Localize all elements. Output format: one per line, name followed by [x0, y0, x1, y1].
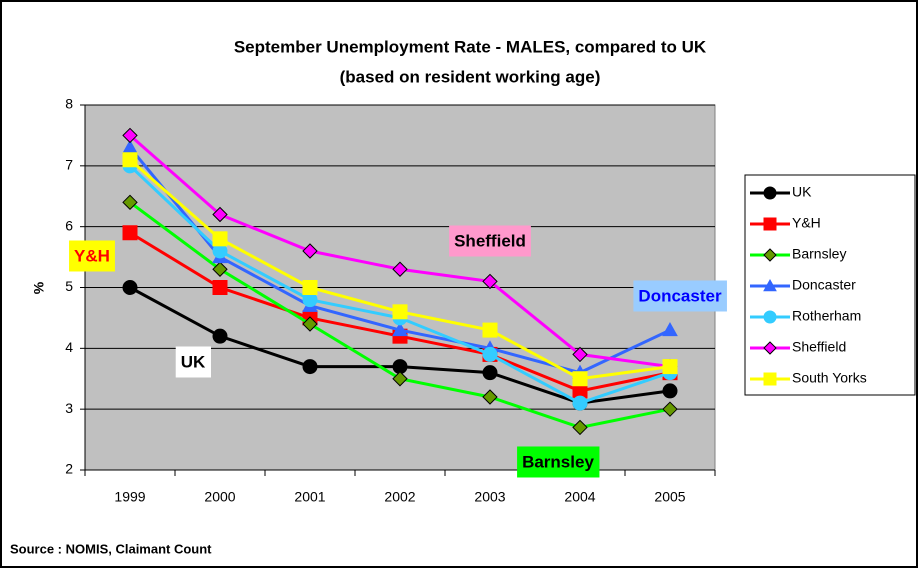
legend-label: South Yorks [792, 370, 867, 386]
marker [212, 261, 228, 277]
annotation-box [633, 280, 727, 312]
y-tick-label: 6 [65, 217, 73, 233]
marker [572, 371, 588, 387]
marker [122, 225, 138, 241]
marker [763, 341, 777, 355]
marker [482, 322, 498, 338]
marker [122, 127, 138, 144]
marker [662, 359, 678, 375]
x-tick-label: 2003 [474, 489, 505, 505]
marker [763, 186, 777, 200]
marker [662, 401, 678, 417]
chart-title: September Unemployment Rate - MALES, com… [234, 37, 707, 56]
marker [212, 328, 228, 344]
marker [763, 310, 777, 324]
annotation: Barnsley [522, 452, 594, 471]
y-tick-label: 7 [65, 157, 73, 173]
marker [212, 280, 228, 295]
annotation: Y&H [74, 246, 110, 265]
marker [212, 206, 228, 223]
y-tick-label: 3 [65, 400, 73, 416]
marker [302, 359, 318, 375]
marker [482, 273, 498, 290]
x-tick-label: 2002 [384, 489, 415, 505]
marker [763, 217, 777, 231]
x-tick-label: 2000 [204, 489, 235, 505]
marker [662, 322, 678, 337]
marker [302, 243, 318, 259]
y-axis-label: % [31, 281, 47, 294]
marker [572, 419, 588, 436]
marker [763, 372, 777, 386]
marker [392, 304, 408, 320]
marker [482, 389, 498, 405]
marker [122, 194, 138, 211]
y-tick-label: 8 [65, 96, 73, 112]
x-tick-label: 1999 [114, 489, 145, 505]
marker [302, 280, 318, 295]
legend-label: Rotherham [792, 308, 861, 324]
marker [572, 395, 588, 411]
annotation-box [449, 225, 531, 257]
x-tick-label: 2004 [564, 489, 595, 505]
x-tick-label: 2005 [654, 489, 685, 505]
annotation-box [175, 346, 211, 378]
marker [122, 152, 138, 168]
annotation: Doncaster [638, 286, 722, 305]
marker [572, 346, 588, 363]
annotation-box [69, 240, 115, 272]
marker [392, 322, 408, 337]
source-note: Source : NOMIS, Claimant Count [10, 541, 212, 556]
y-tick-label: 4 [65, 339, 73, 355]
legend-label: UK [792, 184, 812, 200]
chart-subtitle: (based on resident working age) [340, 67, 601, 86]
marker [763, 278, 777, 292]
marker [763, 248, 777, 262]
y-tick-label: 2 [65, 461, 73, 477]
legend-label: Sheffield [792, 339, 846, 355]
marker [392, 371, 408, 387]
marker [482, 365, 498, 381]
marker [392, 261, 408, 277]
marker [122, 280, 138, 295]
x-tick-label: 2001 [294, 489, 325, 505]
legend-label: Barnsley [792, 246, 846, 262]
marker [302, 316, 318, 332]
annotation: UK [181, 352, 206, 371]
marker [662, 383, 678, 399]
legend-label: Y&H [792, 215, 821, 231]
marker [212, 231, 228, 247]
annotation-box [517, 446, 600, 478]
legend-label: Doncaster [792, 277, 856, 293]
y-tick-label: 5 [65, 278, 73, 294]
marker [482, 346, 498, 362]
annotation: Sheffield [454, 231, 526, 250]
